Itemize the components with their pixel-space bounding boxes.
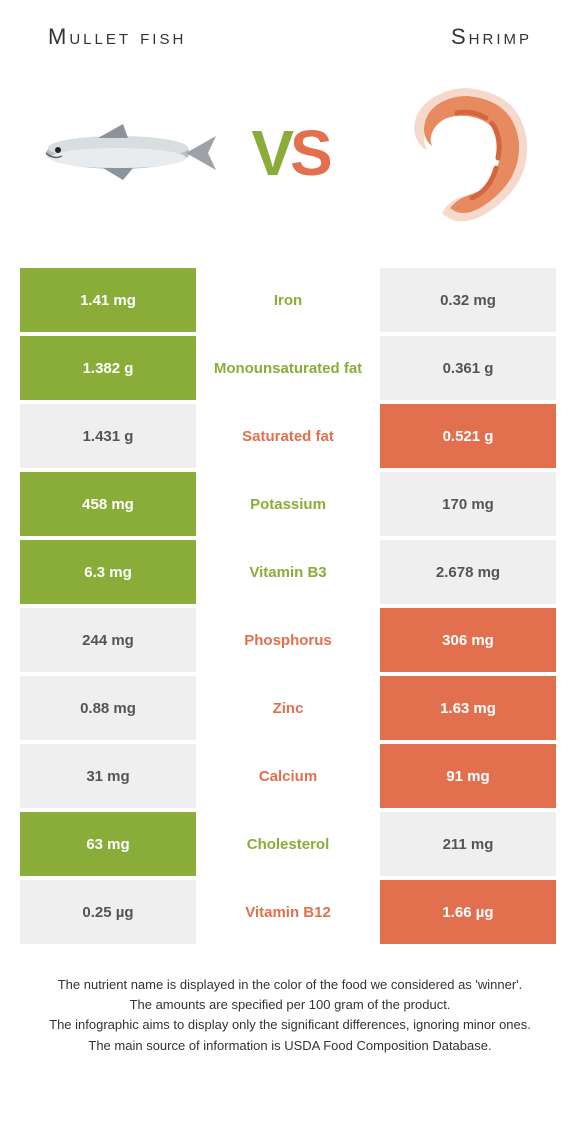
- right-value-cell: 0.521 g: [380, 404, 556, 468]
- vs-v-letter: V: [251, 116, 290, 190]
- right-value-cell: 0.32 mg: [380, 268, 556, 332]
- right-value-cell: 0.361 g: [380, 336, 556, 400]
- table-row: 1.431 gSaturated fat0.521 g: [20, 404, 560, 468]
- nutrient-label-cell: Vitamin B12: [196, 880, 380, 944]
- table-row: 1.41 mgIron0.32 mg: [20, 268, 560, 332]
- table-row: 63 mgCholesterol211 mg: [20, 812, 560, 876]
- food-title-left: Mullet fish: [48, 24, 186, 50]
- left-value-cell: 1.382 g: [20, 336, 196, 400]
- left-value-cell: 244 mg: [20, 608, 196, 672]
- right-value-cell: 306 mg: [380, 608, 556, 672]
- nutrient-label-cell: Phosphorus: [196, 608, 380, 672]
- food-title-right: Shrimp: [451, 24, 532, 50]
- footer-notes: The nutrient name is displayed in the co…: [0, 948, 580, 1055]
- footer-line-1: The nutrient name is displayed in the co…: [28, 976, 552, 994]
- left-value-cell: 458 mg: [20, 472, 196, 536]
- mullet-fish-image: [28, 73, 218, 233]
- table-row: 31 mgCalcium91 mg: [20, 744, 560, 808]
- nutrient-label-cell: Vitamin B3: [196, 540, 380, 604]
- table-row: 244 mgPhosphorus306 mg: [20, 608, 560, 672]
- footer-line-2: The amounts are specified per 100 gram o…: [28, 996, 552, 1014]
- right-value-cell: 2.678 mg: [380, 540, 556, 604]
- left-value-cell: 6.3 mg: [20, 540, 196, 604]
- vs-s-letter: S: [290, 116, 329, 190]
- nutrient-label-cell: Zinc: [196, 676, 380, 740]
- nutrient-label-cell: Iron: [196, 268, 380, 332]
- vs-label: VS: [251, 116, 328, 190]
- nutrient-label-cell: Saturated fat: [196, 404, 380, 468]
- left-value-cell: 0.88 mg: [20, 676, 196, 740]
- left-value-cell: 0.25 µg: [20, 880, 196, 944]
- table-row: 0.25 µgVitamin B121.66 µg: [20, 880, 560, 944]
- right-value-cell: 1.63 mg: [380, 676, 556, 740]
- table-row: 458 mgPotassium170 mg: [20, 472, 560, 536]
- images-row: VS: [0, 58, 580, 268]
- left-value-cell: 1.431 g: [20, 404, 196, 468]
- left-value-cell: 63 mg: [20, 812, 196, 876]
- footer-line-3: The infographic aims to display only the…: [28, 1016, 552, 1034]
- nutrient-label-cell: Monounsaturated fat: [196, 336, 380, 400]
- right-value-cell: 91 mg: [380, 744, 556, 808]
- left-value-cell: 1.41 mg: [20, 268, 196, 332]
- left-value-cell: 31 mg: [20, 744, 196, 808]
- shrimp-image: [362, 73, 552, 233]
- header-row: Mullet fish Shrimp: [0, 0, 580, 58]
- nutrient-label-cell: Calcium: [196, 744, 380, 808]
- nutrient-label-cell: Cholesterol: [196, 812, 380, 876]
- footer-line-4: The main source of information is USDA F…: [28, 1037, 552, 1055]
- right-value-cell: 170 mg: [380, 472, 556, 536]
- table-row: 0.88 mgZinc1.63 mg: [20, 676, 560, 740]
- right-value-cell: 1.66 µg: [380, 880, 556, 944]
- table-row: 6.3 mgVitamin B32.678 mg: [20, 540, 560, 604]
- nutrient-label-cell: Potassium: [196, 472, 380, 536]
- infographic-container: Mullet fish Shrimp VS: [0, 0, 580, 1055]
- right-value-cell: 211 mg: [380, 812, 556, 876]
- table-row: 1.382 gMonounsaturated fat0.361 g: [20, 336, 560, 400]
- comparison-table: 1.41 mgIron0.32 mg1.382 gMonounsaturated…: [0, 268, 580, 944]
